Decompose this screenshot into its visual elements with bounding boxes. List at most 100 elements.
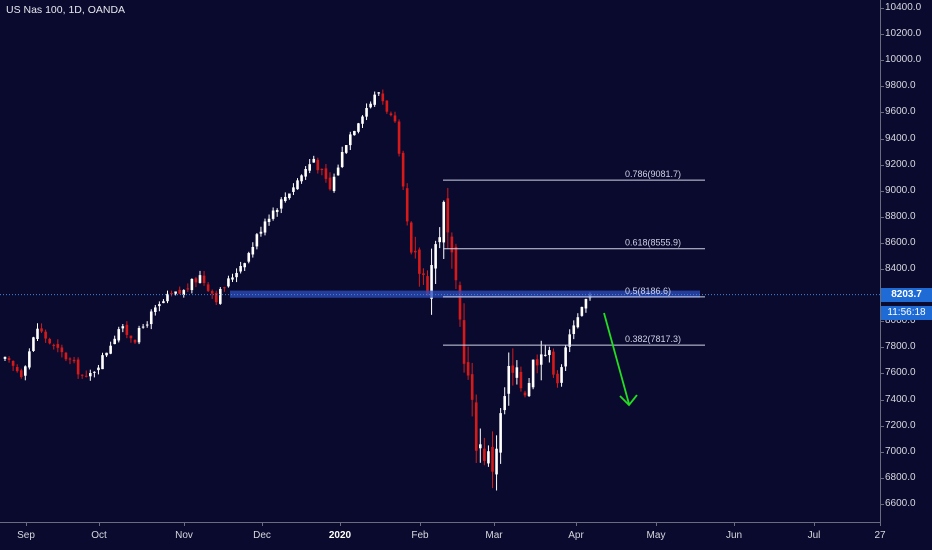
- candle-up: [137, 327, 141, 343]
- candle-up: [121, 326, 125, 329]
- candle-up: [105, 352, 108, 356]
- price-axis-label: 10400.0: [885, 2, 922, 13]
- candle-down: [170, 293, 173, 295]
- price-chart[interactable]: 0.786(9081.7) 0.618(8555.9) 0.5(8186.6) 0.3…: [0, 0, 880, 522]
- price-axis-tick: [880, 164, 884, 166]
- price-axis-label: 10200.0: [885, 28, 922, 40]
- candle-up: [93, 371, 96, 373]
- candle-up: [438, 237, 441, 243]
- candle-down: [511, 365, 515, 373]
- time-axis-tick: [814, 522, 815, 526]
- time-axis-label: 2020: [328, 530, 352, 541]
- time-axis-label: Feb: [411, 530, 429, 541]
- candle-down: [206, 284, 210, 291]
- candle-down: [385, 100, 389, 112]
- price-axis-tick: [880, 242, 884, 244]
- candle-down: [397, 121, 401, 154]
- candle-down: [15, 366, 19, 372]
- price-axis-label: 8400.0: [885, 263, 916, 275]
- candle-up: [162, 301, 165, 304]
- time-axis-label: Oct: [91, 530, 107, 541]
- candle-down: [405, 188, 409, 222]
- candle-down: [11, 360, 15, 366]
- time-axis-tick: [494, 522, 495, 526]
- candle-up: [499, 413, 502, 453]
- candle-down: [60, 347, 64, 353]
- price-axis-tick: [880, 321, 884, 323]
- time-axis-label: Jul: [807, 530, 821, 541]
- candle-down: [52, 344, 56, 346]
- candle-up: [284, 196, 287, 202]
- candle-down: [458, 285, 462, 320]
- candle-up: [255, 234, 259, 247]
- candle-up: [515, 367, 519, 378]
- time-axis-label: May: [646, 530, 666, 541]
- candle-down: [320, 168, 324, 171]
- candle-down: [68, 358, 72, 360]
- candle-down: [76, 359, 80, 375]
- candle-up: [141, 326, 145, 328]
- candle-up: [235, 272, 238, 278]
- candle-up: [101, 355, 104, 370]
- candle-up: [373, 94, 376, 105]
- candle-down: [328, 177, 332, 190]
- price-axis-label: 6600.0: [885, 498, 916, 509]
- candle-up: [182, 290, 186, 296]
- time-axis-tick: [420, 522, 421, 526]
- candle-up: [584, 299, 588, 309]
- candle-up: [548, 350, 551, 356]
- candle-up: [377, 92, 381, 94]
- candle-down: [194, 278, 198, 283]
- candle-up: [247, 253, 251, 262]
- candle-down: [422, 273, 425, 275]
- price-axis-label: 7400.0: [885, 393, 916, 405]
- time-axis-label: Dec: [253, 530, 271, 541]
- candle-down: [316, 159, 320, 171]
- candle-down: [523, 392, 527, 396]
- time-axis-tick: [99, 522, 100, 526]
- candle-up: [24, 366, 27, 376]
- candle-down: [462, 320, 466, 364]
- candle-up: [300, 175, 303, 182]
- time-axis-tick: [184, 522, 185, 526]
- price-axis-label: 8000.0: [885, 315, 916, 327]
- candle-up: [271, 210, 275, 219]
- candle-up: [32, 337, 35, 351]
- candle-down: [44, 331, 47, 339]
- price-axis-label: 8800.0: [885, 210, 916, 222]
- candle-down: [19, 370, 23, 378]
- candle-down: [202, 275, 206, 284]
- candle-down: [483, 448, 486, 462]
- candle-up: [166, 293, 169, 302]
- candle-up: [340, 152, 344, 168]
- price-axis-border: [880, 0, 881, 522]
- candle-up: [357, 123, 360, 132]
- candle-up: [312, 158, 316, 163]
- price-axis-label: 9400.0: [885, 132, 916, 144]
- candle-up: [576, 317, 580, 328]
- candle-down: [72, 359, 76, 362]
- candle-up: [361, 116, 364, 124]
- time-axis-tick: [880, 522, 881, 526]
- candle-down: [409, 222, 413, 253]
- bar-countdown-badge: 11:56:18: [881, 306, 932, 320]
- candle-down: [64, 352, 68, 360]
- candle-down: [454, 246, 458, 281]
- price-axis-label: 6800.0: [885, 471, 916, 483]
- candle-up: [117, 329, 121, 341]
- price-axis-tick: [880, 269, 884, 271]
- candle-up: [503, 396, 506, 411]
- fib-label: 0.382(7817.3): [625, 334, 681, 344]
- price-axis-tick: [880, 60, 884, 62]
- candle-up: [560, 367, 563, 383]
- chart-title: US Nas 100, 1D, OANDA: [6, 4, 126, 16]
- candle-up: [227, 278, 230, 287]
- time-axis-tick: [262, 522, 263, 526]
- time-axis-label: Nov: [175, 530, 193, 541]
- candle-down: [552, 351, 555, 375]
- price-axis-label: 9000.0: [885, 184, 916, 196]
- candle-up: [145, 324, 149, 326]
- candle-up: [442, 201, 446, 243]
- candle-down: [401, 152, 405, 187]
